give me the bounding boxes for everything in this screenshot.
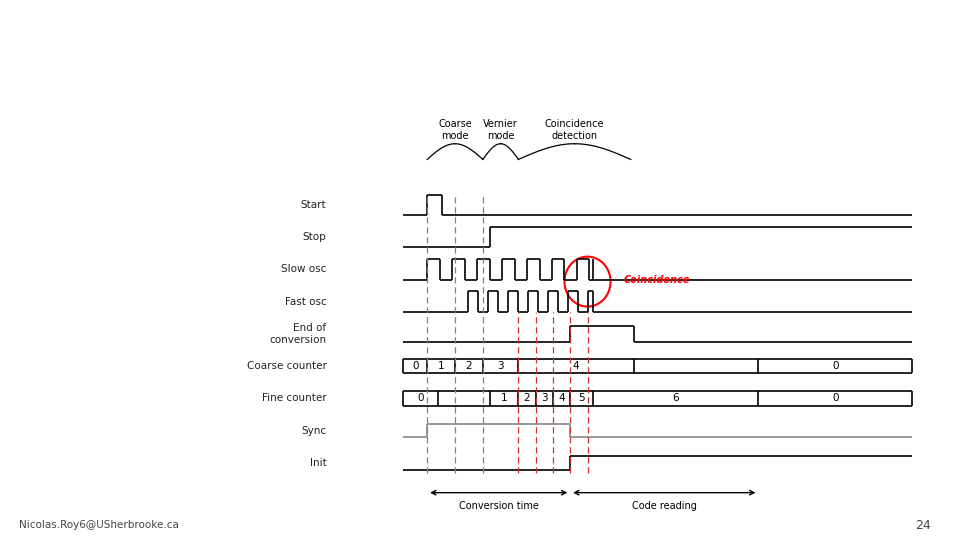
- Text: Start: Start: [300, 200, 326, 210]
- Text: 2: 2: [524, 393, 530, 403]
- Text: 5: 5: [579, 393, 585, 403]
- Text: TDC Timing Diagram: TDC Timing Diagram: [58, 40, 318, 64]
- Text: Fast osc: Fast osc: [285, 296, 326, 307]
- Text: Stop: Stop: [302, 232, 326, 242]
- Text: 4: 4: [559, 393, 564, 403]
- Text: Coarse
mode: Coarse mode: [438, 119, 472, 140]
- Text: Fine counter: Fine counter: [262, 393, 326, 403]
- Text: Vernier
mode: Vernier mode: [483, 119, 518, 140]
- Text: 3: 3: [497, 361, 504, 371]
- Text: 3: 3: [541, 393, 547, 403]
- Text: 0: 0: [412, 361, 419, 371]
- Text: 1: 1: [438, 361, 444, 371]
- Text: Coincidence
detection: Coincidence detection: [545, 119, 604, 140]
- Text: Slow osc: Slow osc: [281, 265, 326, 274]
- Text: Coarse counter: Coarse counter: [247, 361, 326, 371]
- Text: End of
conversion: End of conversion: [269, 323, 326, 345]
- Text: 6: 6: [673, 393, 679, 403]
- Text: Nicolas.Roy6@USherbrooke.ca: Nicolas.Roy6@USherbrooke.ca: [19, 520, 180, 530]
- Text: 0: 0: [832, 393, 838, 403]
- Text: 24: 24: [916, 518, 931, 532]
- Text: 1: 1: [501, 393, 507, 403]
- Text: 0: 0: [832, 361, 838, 371]
- Text: Init: Init: [310, 458, 326, 468]
- Text: 0: 0: [418, 393, 423, 403]
- Text: 2: 2: [466, 361, 472, 371]
- Text: Coincidence: Coincidence: [624, 275, 690, 285]
- Text: Code reading: Code reading: [632, 501, 697, 511]
- Text: Conversion time: Conversion time: [459, 501, 539, 511]
- Text: Sync: Sync: [301, 426, 326, 436]
- Text: 4: 4: [573, 361, 579, 371]
